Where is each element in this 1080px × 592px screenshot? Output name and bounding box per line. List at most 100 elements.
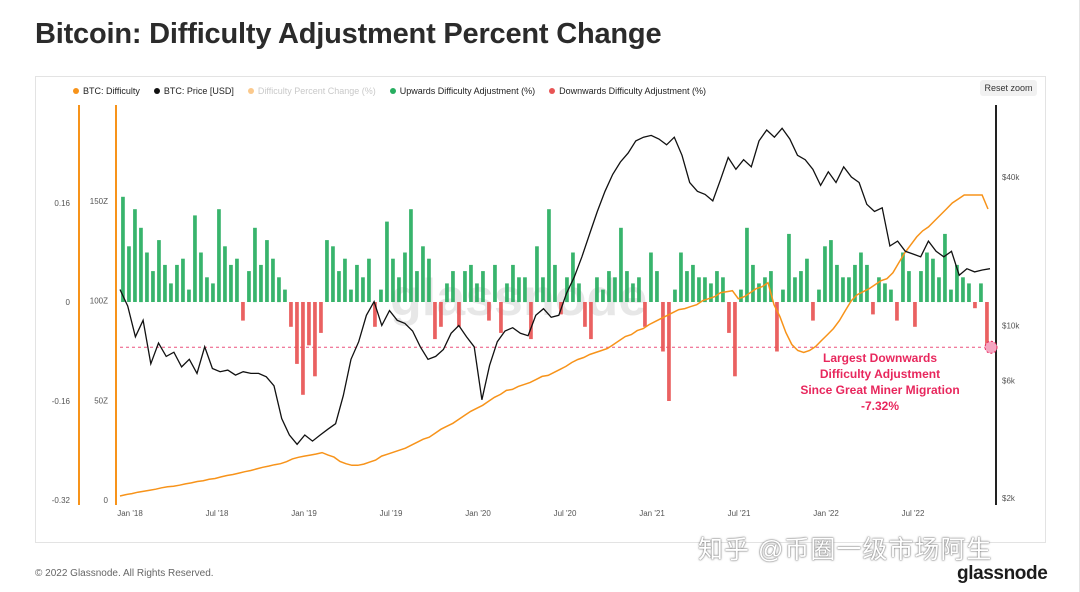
upward-adjustment-bar — [673, 289, 677, 302]
upward-adjustment-bar — [829, 240, 833, 302]
upward-adjustment-bar — [823, 246, 827, 302]
legend-label-upwards: Upwards Difficulty Adjustment (%) — [399, 86, 536, 96]
downward-adjustment-bar — [895, 302, 899, 321]
upward-adjustment-bar — [685, 271, 689, 302]
downward-adjustment-bar — [319, 302, 323, 333]
upward-adjustment-bar — [901, 252, 905, 302]
x-tick-label: Jan '22 — [813, 509, 839, 518]
upward-adjustment-bar — [571, 252, 575, 302]
legend-item-downwards[interactable]: Downwards Difficulty Adjustment (%) — [549, 86, 706, 96]
legend-dot-percent-change — [247, 88, 254, 94]
upward-adjustment-bar — [925, 252, 929, 302]
upward-adjustment-bar — [379, 289, 383, 302]
upward-adjustment-bar — [181, 258, 185, 302]
upward-adjustment-bar — [697, 277, 701, 303]
upward-adjustment-bar — [511, 264, 515, 302]
chart-panel — [35, 76, 1046, 543]
upward-adjustment-bar — [445, 283, 449, 302]
upward-adjustment-bar — [331, 246, 335, 302]
downward-adjustment-bar — [667, 302, 671, 401]
upward-adjustment-bar — [199, 252, 203, 302]
upward-adjustment-bar — [751, 264, 755, 302]
difficulty-tick-label: 150Z — [90, 197, 108, 206]
difficulty-line — [119, 194, 989, 497]
upward-adjustment-bar — [391, 258, 395, 302]
upward-adjustment-bar — [277, 277, 281, 303]
upward-adjustment-bar — [817, 289, 821, 302]
upward-adjustment-bar — [493, 264, 497, 302]
x-tick-label: Jul '19 — [380, 509, 403, 518]
upward-adjustment-bar — [517, 277, 521, 303]
upward-adjustment-bar — [187, 289, 191, 302]
legend-item-upwards[interactable]: Upwards Difficulty Adjustment (%) — [389, 86, 536, 96]
downward-adjustment-bar — [913, 302, 917, 327]
upward-adjustment-bar — [679, 252, 683, 302]
upward-adjustment-bar — [655, 271, 659, 302]
upward-adjustment-bar — [865, 264, 869, 302]
upward-adjustment-bar — [151, 271, 155, 302]
upward-adjustment-bar — [805, 258, 809, 302]
upward-adjustment-bar — [169, 283, 173, 302]
latest-adjustment-marker — [984, 340, 998, 354]
x-tick-label: Jul '21 — [728, 509, 751, 518]
upward-adjustment-bar — [265, 240, 269, 302]
upward-adjustment-bar — [535, 246, 539, 302]
upward-adjustment-bar — [337, 271, 341, 302]
upward-adjustment-bar — [967, 283, 971, 302]
upward-adjustment-bar — [121, 196, 125, 302]
downward-adjustment-bar — [499, 302, 503, 333]
upward-adjustment-bar — [133, 209, 137, 302]
reset-zoom-button[interactable]: Reset zoom — [980, 80, 1037, 96]
upward-adjustment-bar — [451, 271, 455, 302]
upward-adjustment-bar — [949, 289, 953, 302]
upward-adjustment-bar — [859, 252, 863, 302]
upward-adjustment-bar — [883, 283, 887, 302]
upward-adjustment-bar — [979, 283, 983, 302]
x-tick-label: Jan '19 — [291, 509, 317, 518]
upward-adjustment-bar — [769, 271, 773, 302]
upward-adjustment-bar — [157, 240, 161, 302]
upward-adjustment-bar — [763, 277, 767, 303]
upward-adjustment-bar — [907, 271, 911, 302]
annotation-text: Difficulty Adjustment — [820, 367, 940, 381]
downward-adjustment-bar — [727, 302, 731, 333]
downward-adjustment-bar — [433, 302, 437, 340]
legend-label-price: BTC: Price [USD] — [163, 86, 234, 96]
downward-adjustment-bar — [871, 302, 875, 315]
upward-adjustment-bar — [613, 277, 617, 303]
downward-adjustment-bar — [301, 302, 305, 395]
upward-adjustment-bar — [217, 209, 221, 302]
upward-adjustment-bar — [709, 283, 713, 302]
upward-adjustment-bar — [739, 289, 743, 302]
upward-adjustment-bar — [253, 227, 257, 303]
legend-label-downwards: Downwards Difficulty Adjustment (%) — [559, 86, 707, 96]
legend-label-difficulty: BTC: Difficulty — [83, 86, 140, 96]
chart-legend: BTC: Difficulty BTC: Price [USD] Difficu… — [73, 86, 706, 96]
upward-adjustment-bar — [601, 289, 605, 302]
legend-dot-downwards — [549, 88, 556, 94]
upward-adjustment-bar — [607, 271, 611, 302]
upward-adjustment-bar — [223, 246, 227, 302]
legend-dot-price — [153, 88, 160, 94]
upward-adjustment-bar — [145, 252, 149, 302]
upward-adjustment-bar — [385, 221, 389, 302]
upward-adjustment-bar — [361, 277, 365, 303]
upward-adjustment-bar — [481, 271, 485, 302]
downward-adjustment-bar — [313, 302, 317, 377]
legend-item-difficulty[interactable]: BTC: Difficulty — [73, 86, 140, 96]
upward-adjustment-bar — [919, 271, 923, 302]
legend-item-percent-change[interactable]: Difficulty Percent Change (%) — [247, 86, 376, 96]
upward-adjustment-bar — [427, 258, 431, 302]
upward-adjustment-bar — [475, 283, 479, 302]
annotation-text: Since Great Miner Migration — [800, 383, 959, 397]
upward-adjustment-bar — [247, 271, 251, 302]
x-tick-label: Jan '20 — [465, 509, 491, 518]
price-tick-label: $2k — [1002, 494, 1016, 503]
upward-adjustment-bar — [847, 277, 851, 303]
legend-item-price[interactable]: BTC: Price [USD] — [153, 86, 234, 96]
upward-adjustment-bar — [961, 277, 965, 303]
upward-adjustment-bar — [259, 264, 263, 302]
upward-adjustment-bar — [757, 283, 761, 302]
legend-label-percent-change: Difficulty Percent Change (%) — [257, 86, 376, 96]
